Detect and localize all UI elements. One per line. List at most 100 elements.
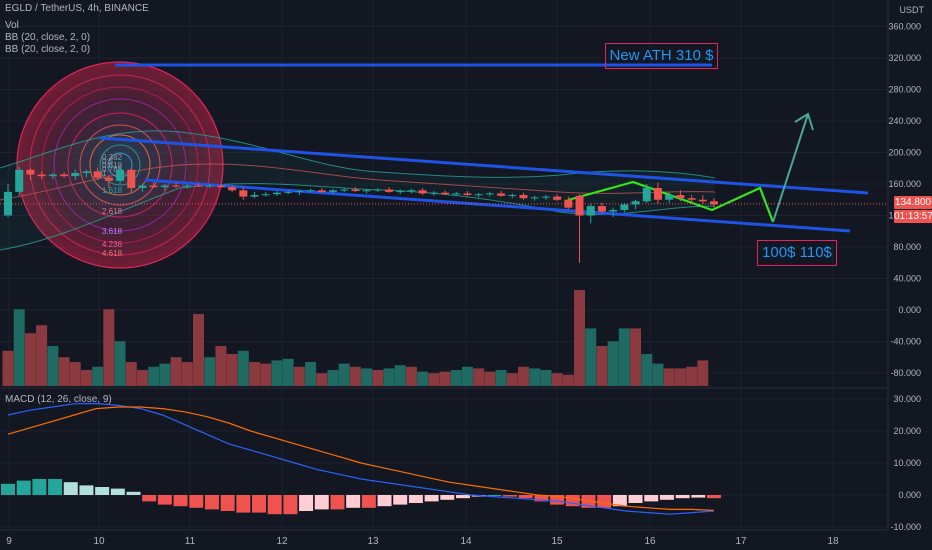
- macd-histogram-bar: [236, 495, 251, 513]
- candle-body: [216, 185, 225, 188]
- volume-bar: [327, 370, 339, 386]
- volume-bar: [618, 328, 630, 386]
- candle-body: [228, 187, 237, 191]
- volume-bar: [13, 309, 25, 386]
- candle-body: [429, 192, 438, 194]
- candle-body: [631, 201, 640, 205]
- symbol-legend[interactable]: EGLD / TetherUS, 4h, BINANCE: [5, 3, 149, 15]
- macd-histogram-bar: [48, 479, 63, 495]
- time-tick-label: 14: [460, 536, 472, 547]
- candle-body: [15, 169, 24, 192]
- volume-bar: [249, 362, 261, 386]
- candle-body: [586, 206, 595, 216]
- volume-bar: [473, 368, 485, 386]
- volume-bar: [697, 360, 709, 386]
- signal-line: [7, 406, 715, 511]
- volume-bar: [450, 370, 462, 386]
- volume-bar: [193, 314, 205, 386]
- candle-body: [553, 196, 562, 200]
- candle-body: [407, 190, 416, 192]
- macd-histogram-bar: [1, 483, 15, 495]
- fib-label: 1.618: [102, 186, 123, 195]
- volume-bar: [226, 354, 238, 386]
- candle-body: [676, 195, 685, 199]
- bb-basis: [0, 163, 716, 201]
- macd-histogram-bar: [110, 488, 125, 495]
- time-tick-label: 18: [827, 536, 839, 547]
- price-tick-label: 160.000: [888, 179, 921, 189]
- time-tick-label: 15: [551, 536, 563, 547]
- volume-bar: [439, 371, 451, 386]
- channel-upper: [99, 136, 869, 195]
- macd-histogram-bar: [675, 495, 690, 499]
- volume-bar: [663, 368, 675, 386]
- candle-body: [60, 174, 69, 177]
- candle-body: [172, 185, 181, 187]
- macd-histogram-bar: [314, 495, 329, 510]
- macd-histogram-bar: [424, 495, 439, 502]
- macd-histogram-bar: [361, 495, 376, 508]
- fib-label: 4.236: [102, 240, 123, 249]
- candle-body: [116, 169, 125, 181]
- volume-bar: [652, 363, 664, 386]
- volume-bar: [484, 371, 496, 386]
- macd-histogram-bar: [644, 495, 659, 502]
- candle-body: [609, 209, 618, 212]
- volume-bar: [405, 366, 417, 386]
- volume-bar: [506, 373, 518, 386]
- volume-bar: [181, 362, 193, 386]
- volume-bar: [293, 366, 305, 386]
- macd-histogram-bar: [299, 495, 314, 511]
- candle-body: [441, 192, 450, 195]
- volume-bar: [237, 350, 249, 386]
- volume-bar: [372, 370, 384, 386]
- candle-body: [396, 191, 405, 193]
- macd-histogram-bar: [565, 495, 580, 507]
- macd-histogram-bar: [455, 495, 470, 499]
- candle-body: [26, 169, 35, 175]
- volume-bar: [574, 290, 586, 386]
- volume-legend[interactable]: Vol: [5, 20, 19, 31]
- candle-body: [149, 185, 158, 188]
- volume-bar: [125, 362, 137, 386]
- fib-circle: [29, 74, 211, 256]
- volume-bar: [305, 362, 317, 386]
- candle-body: [306, 190, 315, 192]
- macd-tick-label: -10.000: [890, 522, 921, 532]
- candle-body: [519, 195, 528, 199]
- volume-bar: [495, 370, 507, 386]
- candle-body: [295, 191, 304, 193]
- price-tick-label: 240.000: [888, 116, 921, 126]
- fib-circle: [89, 134, 151, 196]
- ath-annotation[interactable]: New ATH 310 $: [605, 43, 718, 69]
- macd-legend[interactable]: MACD (12, 26, close, 9): [5, 394, 112, 405]
- grid-lines: [0, 0, 888, 530]
- bb-legend-1[interactable]: BB (20, close, 2, 0): [5, 32, 91, 43]
- volume-bar: [260, 363, 272, 386]
- volume-bar: [585, 328, 597, 386]
- fib-circle: [41, 86, 199, 244]
- macd-histogram-bar: [659, 495, 674, 500]
- volume-bar: [80, 370, 92, 386]
- time-tick-label: 10: [93, 536, 105, 547]
- volume-bar: [394, 365, 406, 386]
- candle-body: [452, 193, 461, 195]
- candle-body: [351, 189, 360, 192]
- symbol-title[interactable]: EGLD / TetherUS, 4h, BINANCE: [5, 3, 149, 14]
- fib-label: 1: [102, 169, 107, 178]
- price-tick-label: 280.000: [888, 85, 921, 95]
- candle-body: [687, 198, 696, 200]
- candle-body: [71, 172, 80, 177]
- candle-body: [620, 204, 629, 210]
- bb-legend-2[interactable]: BB (20, close, 2, 0): [5, 44, 91, 55]
- arrowhead: [794, 112, 814, 131]
- macd-histogram-bar: [173, 495, 188, 507]
- target-annotation[interactable]: 100$ 110$: [757, 240, 837, 266]
- candle-body: [497, 193, 506, 196]
- price-tick-label: -80.000: [890, 368, 921, 378]
- fib-circle: [99, 144, 141, 186]
- volume-bar: [148, 366, 160, 386]
- macd-histogram-bar: [189, 495, 204, 508]
